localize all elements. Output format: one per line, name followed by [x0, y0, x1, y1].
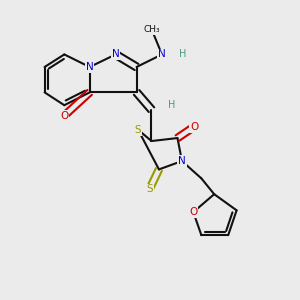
- Text: H: H: [168, 100, 176, 110]
- Text: N: N: [86, 62, 94, 72]
- Text: CH₃: CH₃: [143, 25, 160, 34]
- Text: S: S: [146, 184, 153, 194]
- Text: O: O: [60, 111, 68, 121]
- Text: O: O: [189, 207, 197, 217]
- Text: H: H: [178, 50, 186, 59]
- Text: N: N: [112, 50, 119, 59]
- Text: S: S: [135, 125, 141, 135]
- Text: N: N: [178, 156, 186, 166]
- Text: N: N: [158, 50, 166, 59]
- Text: O: O: [190, 122, 198, 132]
